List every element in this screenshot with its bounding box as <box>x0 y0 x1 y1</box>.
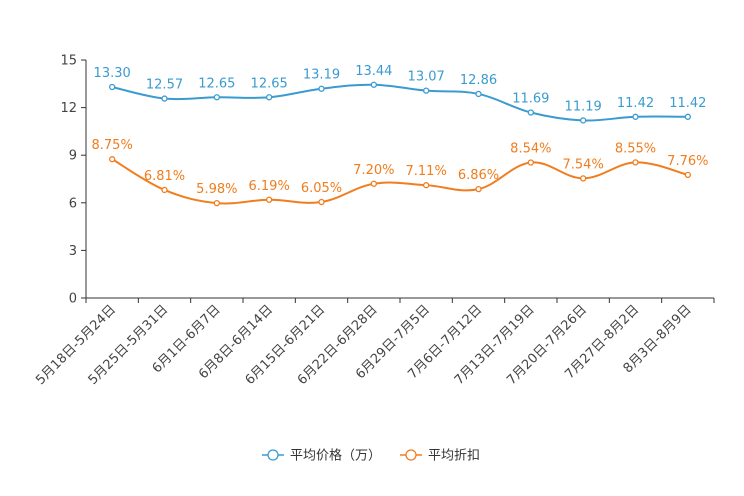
data-label: 5.98% <box>196 182 237 197</box>
data-label: 8.54% <box>510 141 551 156</box>
data-point[interactable] <box>423 87 430 94</box>
data-label: 7.54% <box>563 157 604 172</box>
data-label: 6.05% <box>301 181 342 196</box>
data-label: 13.07 <box>408 70 445 85</box>
data-point[interactable] <box>266 94 273 101</box>
data-label: 11.69 <box>512 92 549 107</box>
data-point[interactable] <box>527 109 534 116</box>
data-label: 13.44 <box>355 64 392 79</box>
data-point[interactable] <box>109 156 116 163</box>
data-label: 7.11% <box>406 164 447 179</box>
y-tick-label: 6 <box>69 196 77 211</box>
data-point[interactable] <box>318 198 325 206</box>
data-label: 11.42 <box>669 96 706 111</box>
data-label: 8.75% <box>92 138 133 153</box>
data-label: 11.19 <box>565 99 602 114</box>
data-label: 6.81% <box>144 169 185 184</box>
y-tick-label: 3 <box>69 244 77 259</box>
data-point[interactable] <box>161 95 168 102</box>
data-point[interactable] <box>580 175 587 182</box>
data-label: 12.65 <box>198 76 235 91</box>
data-label: 12.86 <box>460 73 497 88</box>
data-point[interactable] <box>161 186 168 194</box>
data-point[interactable] <box>684 171 691 179</box>
y-tick-label: 0 <box>69 292 77 307</box>
data-point[interactable] <box>475 186 482 193</box>
series-line <box>111 83 688 122</box>
data-point[interactable] <box>318 85 325 92</box>
data-point[interactable] <box>423 182 430 189</box>
y-tick-label: 15 <box>60 54 77 69</box>
y-tick-label: 9 <box>69 149 77 164</box>
data-point[interactable] <box>266 196 273 203</box>
series-avg-discount: 8.75% 6.81% 5.98% 6.19% 6.05% 7.20% 7.11% 6.86%… <box>92 138 708 207</box>
data-point[interactable] <box>684 113 691 120</box>
data-point[interactable] <box>213 199 220 207</box>
data-point[interactable] <box>213 94 220 101</box>
legend-label: 平均折扣 <box>428 449 480 464</box>
data-label: 13.30 <box>94 66 131 81</box>
legend-marker-icon <box>405 449 417 461</box>
legend-label: 平均价格（万） <box>290 448 381 464</box>
data-point[interactable] <box>632 159 639 166</box>
series-layer: 13.30 12.57 12.65 12.65 13.19 13.44 13.07 12.86… <box>92 64 708 207</box>
legend-item-avg-price[interactable]: 平均价格（万） <box>262 448 381 464</box>
data-label: 12.57 <box>146 78 183 93</box>
data-label: 13.19 <box>303 68 340 83</box>
data-label: 6.86% <box>458 168 499 183</box>
data-point[interactable] <box>475 90 482 98</box>
data-point[interactable] <box>370 81 377 88</box>
legend-marker-icon <box>267 449 279 461</box>
legend[interactable]: 平均价格（万） 平均折扣 <box>262 448 480 464</box>
data-point[interactable] <box>370 180 377 187</box>
series-line <box>111 158 689 205</box>
data-label: 6.19% <box>249 179 290 194</box>
data-label: 8.55% <box>615 141 656 156</box>
series-avg-price: 13.30 12.57 12.65 12.65 13.19 13.44 13.07 12.86… <box>94 64 706 124</box>
data-point[interactable] <box>109 83 116 91</box>
data-point[interactable] <box>580 117 587 124</box>
data-point[interactable] <box>527 159 534 166</box>
legend-item-avg-discount[interactable]: 平均折扣 <box>400 449 480 464</box>
data-label: 7.76% <box>667 154 708 169</box>
data-label: 7.20% <box>353 163 394 178</box>
axes: 036912155月18日-5月24日5月25日-5月31日6月1日-6月7日6… <box>33 54 715 388</box>
data-point[interactable] <box>632 113 639 120</box>
data-label: 11.42 <box>617 96 654 111</box>
y-tick-label: 12 <box>60 101 77 116</box>
data-label: 12.65 <box>251 76 288 91</box>
